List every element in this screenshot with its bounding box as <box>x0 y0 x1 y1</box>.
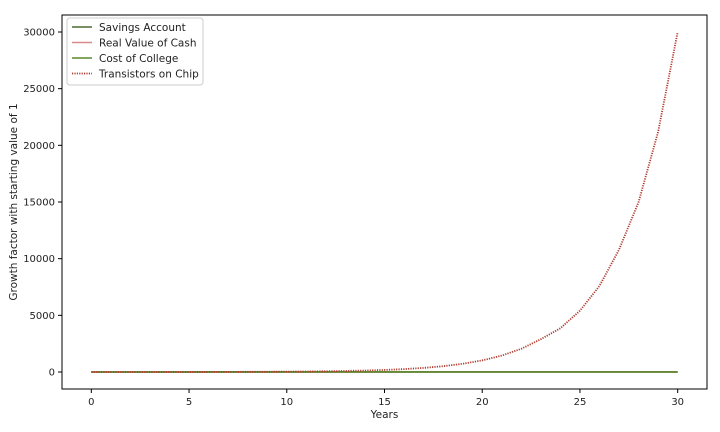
legend-label: Savings Account <box>99 22 186 34</box>
x-tick-label: 5 <box>186 397 192 408</box>
x-tick-label: 30 <box>671 397 684 408</box>
y-tick-label: 25000 <box>23 84 55 95</box>
legend-label: Transistors on Chip <box>98 69 199 81</box>
x-tick-label: 20 <box>476 397 489 408</box>
x-tick-label: 10 <box>280 397 293 408</box>
series-line-4 <box>91 31 679 373</box>
legend: Savings Account Real Value of Cash Cost of… <box>66 17 204 86</box>
legend-label: Cost of College <box>99 53 178 65</box>
x-axis-label: Years <box>370 409 399 421</box>
y-axis-label: Growth factor with starting value of 1 <box>8 103 20 300</box>
x-tick-label: 15 <box>378 397 391 408</box>
y-tick-label: 20000 <box>23 141 55 152</box>
y-tick-label: 30000 <box>23 28 55 39</box>
y-tick-label: 0 <box>49 368 55 379</box>
y-tick-label: 15000 <box>23 198 55 209</box>
x-tick-label: 25 <box>574 397 587 408</box>
plot-area <box>91 31 679 373</box>
x-tick-label: 0 <box>88 397 94 408</box>
y-tick-label: 5000 <box>30 311 55 322</box>
axes: 0 5 10 15 20 25 30 0 5000 10000 15000 20000 25000 300… <box>23 14 708 408</box>
y-tick-label: 10000 <box>23 254 55 265</box>
legend-box <box>66 17 204 86</box>
legend-label: Real Value of Cash <box>99 38 197 50</box>
